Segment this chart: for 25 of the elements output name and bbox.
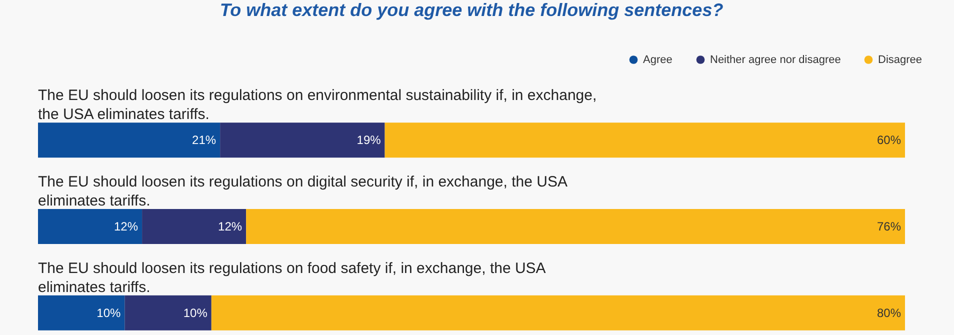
data-label: 12% — [218, 220, 242, 234]
bar — [220, 122, 385, 158]
bar — [246, 209, 905, 244]
bar — [142, 209, 246, 244]
bar — [38, 209, 142, 244]
legend-label: Neither agree nor disagree — [710, 54, 841, 66]
bar — [384, 122, 905, 158]
legend-label: Disagree — [878, 54, 922, 66]
y-tick-label: The EU should loosen its regulations on digital security if, in exchange, the USA eliminates tariffs. — [38, 174, 568, 210]
bar — [38, 122, 220, 158]
data-label: 80% — [876, 306, 902, 320]
data-label: 76% — [876, 220, 902, 234]
data-label: 19% — [356, 133, 382, 148]
data-label: 10% — [183, 306, 208, 320]
bar — [211, 295, 905, 330]
chart-title: To what extent do you agree with the following sentences? — [220, 0, 724, 20]
bar — [38, 295, 125, 330]
y-tick-label: The EU should loosen its regulations on food safety if, in exchange, the USA eliminates tariffs. — [38, 260, 546, 296]
y-tick-label: The EU should loosen its regulations on environmental sustainability if, in exchange, the USA eliminates tariffs. — [38, 87, 597, 124]
data-label: 10% — [96, 306, 122, 320]
data-label: 21% — [192, 133, 216, 148]
data-label: 12% — [114, 220, 138, 234]
legend-label: Agree — [643, 54, 672, 66]
bar — [124, 295, 212, 330]
data-label: 60% — [876, 133, 902, 148]
